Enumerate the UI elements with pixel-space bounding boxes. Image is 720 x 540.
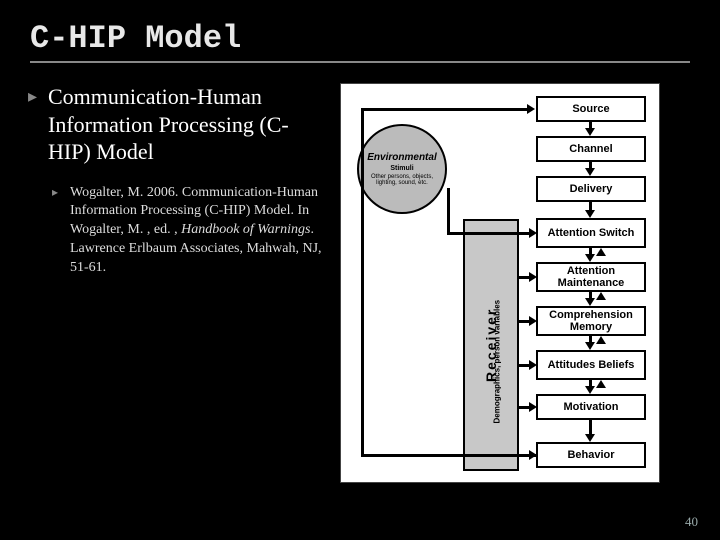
page-title: C-HIP Model	[30, 20, 690, 57]
env-subtitle: Stimuli	[390, 165, 413, 172]
arrow-v5-head	[585, 298, 595, 306]
fb-top	[361, 108, 529, 111]
up4	[596, 380, 606, 388]
arrow-v4-head	[585, 254, 595, 262]
box-comprehension-memory: Comprehension Memory	[536, 306, 646, 336]
fb-bottom	[361, 454, 536, 457]
env-stimuli-node: Environmental Stimuli Other persons, obj…	[357, 124, 447, 214]
content-row: Communication-Human Information Processi…	[30, 83, 690, 483]
fb-left	[361, 108, 364, 457]
conn-5-head	[529, 402, 537, 412]
fb-top-head	[527, 104, 535, 114]
bullet-main: Communication-Human Information Processi…	[48, 83, 330, 166]
box-attention-switch: Attention Switch	[536, 218, 646, 248]
up2	[596, 292, 606, 300]
page-number: 40	[685, 514, 698, 530]
box-channel: Channel	[536, 136, 646, 162]
arrow-v3-head	[585, 210, 595, 218]
box-attitudes-beliefs: Attitudes Beliefs	[536, 350, 646, 380]
diagram-figure: Environmental Stimuli Other persons, obj…	[340, 83, 660, 483]
bullet-citation: Wogalter, M. 2006. Communication-Human I…	[70, 184, 330, 278]
env-title: Environmental	[367, 152, 436, 163]
box-behavior: Behavior	[536, 442, 646, 468]
env-arrow-h	[447, 232, 531, 235]
receiver-sublabel: Demographics, person variables	[493, 264, 502, 424]
text-column: Communication-Human Information Processi…	[30, 83, 330, 483]
box-motivation: Motivation	[536, 394, 646, 420]
arrow-v1-head	[585, 128, 595, 136]
box-delivery: Delivery	[536, 176, 646, 202]
title-rule	[30, 61, 690, 63]
arrow-v7-head	[585, 386, 595, 394]
conn-2-head	[529, 272, 537, 282]
arrow-v6-head	[585, 342, 595, 350]
diagram-canvas: Environmental Stimuli Other persons, obj…	[341, 84, 659, 482]
slide-root: C-HIP Model Communication-Human Informat…	[0, 0, 720, 540]
arrow-v2-head	[585, 168, 595, 176]
env-caption: Other persons, objects, lighting, sound,…	[359, 174, 445, 187]
env-arrow-v	[447, 188, 450, 232]
up3	[596, 336, 606, 344]
conn-3-head	[529, 316, 537, 326]
box-source: Source	[536, 96, 646, 122]
conn-4-head	[529, 360, 537, 370]
arrow-v8-head	[585, 434, 595, 442]
box-attention-maintenance: Attention Maintenance	[536, 262, 646, 292]
cite-italic: Handbook of Warnings	[181, 222, 310, 237]
up1	[596, 248, 606, 256]
